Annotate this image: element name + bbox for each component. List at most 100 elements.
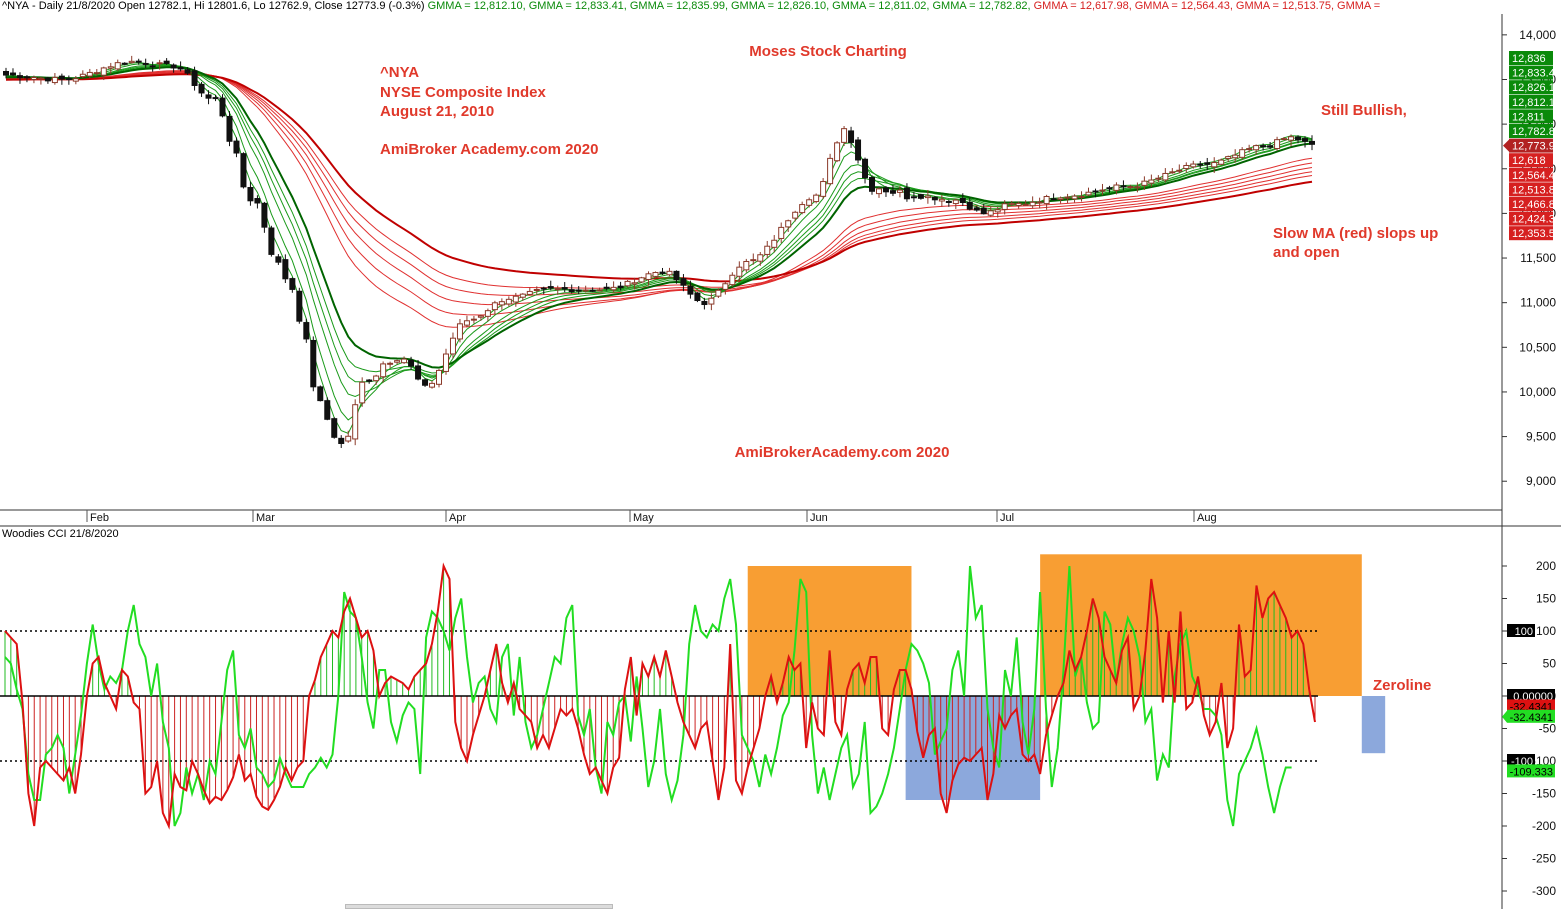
candle-body	[303, 322, 310, 340]
candle-body	[72, 78, 79, 82]
cci-tick-label: -50	[1539, 722, 1557, 736]
price-tag	[1509, 167, 1553, 182]
candle-body	[289, 278, 296, 290]
cci-tag-pointer	[1502, 710, 1507, 723]
candle-body	[198, 83, 205, 94]
cci-tick-label: -250	[1532, 852, 1556, 866]
price-tag	[1509, 138, 1553, 153]
candle-body	[226, 115, 233, 142]
cci-tick-label: 100	[1536, 624, 1556, 638]
candle-body	[408, 359, 415, 367]
candle-body	[65, 78, 72, 81]
candle-body	[547, 286, 554, 289]
candle-body	[987, 210, 994, 216]
price-tick-label: 9,000	[1526, 474, 1556, 488]
candle-body	[359, 381, 366, 404]
cci-tick-label: -200	[1532, 819, 1556, 833]
candle-body	[917, 194, 924, 199]
candle-body	[1022, 203, 1029, 206]
candle-body	[498, 301, 505, 306]
candle-body	[1246, 148, 1253, 151]
price-tag-label: 12,812.1	[1512, 97, 1555, 109]
candle-body	[1099, 189, 1106, 192]
candle-body	[1029, 201, 1036, 207]
candle-body	[268, 227, 275, 255]
candle-body	[952, 199, 959, 205]
month-label: Aug	[1197, 512, 1217, 524]
annotation-index-name: NYSE Composite Index	[380, 84, 546, 101]
candle-body	[1127, 186, 1134, 189]
cci-zones	[747, 554, 1386, 800]
candle-body	[980, 207, 987, 215]
price-tag	[1509, 80, 1553, 95]
candle-body	[945, 200, 952, 203]
gmma-line	[5, 63, 1313, 421]
candle-body	[149, 65, 156, 68]
candle-body	[1141, 180, 1148, 186]
gmma-line	[5, 72, 1313, 289]
candle-body	[736, 266, 743, 277]
candle-body	[799, 204, 806, 214]
candle-body	[1260, 145, 1267, 148]
candle-body	[310, 339, 317, 388]
candle-body	[1274, 139, 1281, 149]
candle-body	[380, 363, 387, 378]
candle-body	[610, 286, 617, 291]
gmma-value: GMMA = 12,782.82,	[932, 0, 1031, 12]
gmma-line	[5, 65, 1313, 374]
cci-y-ticks: 200150100500-50-100-150-200-250-300	[1502, 559, 1556, 898]
cci-tag	[1507, 689, 1555, 702]
candle-body	[931, 196, 938, 201]
candle-body	[792, 211, 799, 219]
month-label: May	[633, 512, 654, 524]
cci-tick-label: -300	[1532, 884, 1556, 898]
candle-body	[254, 198, 261, 204]
candle-body	[1176, 169, 1183, 172]
candle-body	[1064, 196, 1071, 199]
candle-body	[477, 315, 484, 318]
candle-body	[1218, 159, 1225, 165]
price-tick-label: 10,000	[1519, 385, 1556, 399]
candle-body	[79, 73, 86, 78]
candle-body	[910, 196, 917, 199]
candle-body	[526, 290, 533, 295]
candle-body	[1162, 172, 1169, 181]
candle-body	[184, 69, 191, 74]
candle-body	[463, 320, 470, 326]
candle-body	[694, 292, 701, 302]
candle-body	[820, 181, 827, 197]
cci-zone-blue	[1361, 696, 1386, 754]
price-tick-label: 9,500	[1526, 430, 1556, 444]
candle-body	[44, 77, 51, 82]
header-ohlc: - Daily 21/8/2020 Open 12782.1, Hi 12801…	[31, 0, 425, 12]
candle-body	[331, 418, 338, 438]
cci-tick-label: 50	[1543, 657, 1557, 671]
header-bar: ^NYA - Daily 21/8/2020 Open 12782.1, Hi 1…	[2, 0, 1386, 12]
candle-body	[1001, 203, 1008, 210]
candle-body	[512, 295, 519, 303]
candle-body	[233, 140, 240, 154]
candle-body	[352, 404, 359, 440]
month-label: Mar	[256, 512, 275, 524]
gmma-value: GMMA = 12,826.10,	[731, 0, 830, 12]
gmma-line	[5, 66, 1313, 369]
candle-body	[177, 66, 184, 70]
candle-body	[568, 289, 575, 293]
candle-body	[827, 157, 834, 185]
price-tag	[1509, 109, 1553, 124]
candle-body	[1148, 179, 1155, 184]
candle-body	[841, 128, 848, 143]
candle-body	[834, 142, 841, 162]
cci-tick-label: -150	[1532, 787, 1556, 801]
candle-body	[771, 239, 778, 248]
candle-body	[456, 323, 463, 340]
horizontal-scrollbar[interactable]	[345, 904, 613, 909]
candle-body	[1288, 136, 1295, 141]
candle-body	[212, 97, 219, 100]
candle-body	[1295, 136, 1302, 141]
candle-body	[673, 270, 680, 281]
gmma-line	[5, 61, 1313, 435]
candle-body	[715, 289, 722, 297]
candle-body	[121, 62, 128, 65]
